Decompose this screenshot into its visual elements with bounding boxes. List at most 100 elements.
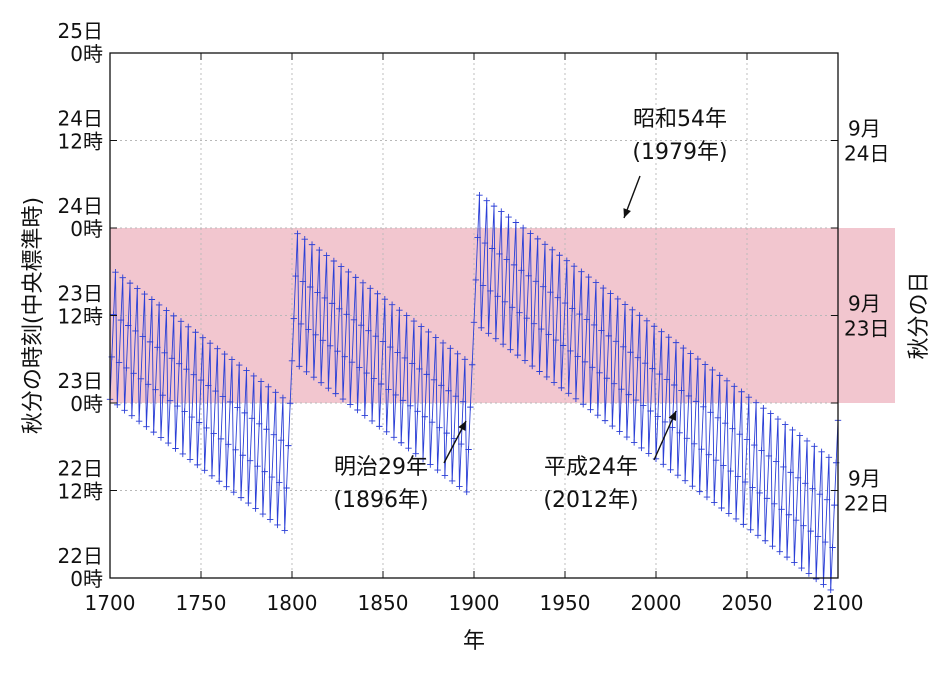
data-point-marker <box>636 312 643 319</box>
data-point-marker <box>741 478 749 486</box>
data-point-marker <box>161 349 168 357</box>
data-point-marker <box>115 359 123 366</box>
data-point-marker <box>672 339 680 346</box>
data-point-marker <box>822 538 829 546</box>
data-point-marker <box>188 413 196 421</box>
data-point-marker <box>436 424 443 431</box>
data-point-marker <box>135 417 143 425</box>
data-point-marker <box>152 386 159 393</box>
data-point-marker <box>330 257 338 265</box>
data-point-marker <box>532 278 540 285</box>
data-point-marker <box>641 359 649 367</box>
data-point-marker <box>509 304 516 311</box>
data-point-marker <box>800 522 807 529</box>
data-point-marker <box>394 349 401 356</box>
data-point-marker <box>458 440 465 448</box>
data-point-marker <box>130 370 137 377</box>
data-point-marker <box>165 439 172 447</box>
data-point-marker <box>305 326 312 333</box>
data-point-marker <box>125 322 132 329</box>
data-point-marker <box>736 430 743 438</box>
data-point-marker <box>387 343 394 351</box>
data-point-marker <box>225 441 232 448</box>
y2-tick-label-month: 9月 <box>848 117 881 141</box>
x-tick-label: 1700 <box>85 591 136 615</box>
data-point-marker <box>794 474 802 482</box>
annotation-label-m1896: 明治29年 <box>334 455 428 480</box>
data-point-marker <box>783 553 791 561</box>
tick-layer <box>109 52 839 579</box>
y-tick-label-time: 12時 <box>58 305 103 329</box>
data-point-marker <box>570 262 578 270</box>
data-point-marker <box>772 458 780 465</box>
x-tick-label: 1850 <box>358 591 409 615</box>
data-point-marker <box>543 373 550 381</box>
data-point-marker <box>780 463 787 471</box>
data-point-marker <box>820 581 827 588</box>
data-point-marker <box>143 423 150 430</box>
data-point-marker <box>823 496 831 503</box>
y-tick-label-day: 22日 <box>58 457 103 481</box>
data-point-marker <box>614 295 621 303</box>
data-point-marker <box>348 358 356 366</box>
data-point-marker <box>627 349 634 356</box>
data-point-marker <box>811 443 818 450</box>
data-point-marker <box>574 353 581 360</box>
data-point-marker <box>569 305 576 312</box>
data-point-marker <box>667 466 674 473</box>
data-point-marker <box>163 307 170 314</box>
data-point-marker <box>743 436 751 443</box>
data-point-marker <box>236 361 243 369</box>
data-point-marker <box>443 429 450 437</box>
data-point-marker <box>325 384 332 392</box>
data-point-marker <box>782 421 789 428</box>
data-point-marker <box>527 230 534 237</box>
annotation-arrowhead-m1896 <box>458 421 466 431</box>
data-point-marker <box>383 428 390 436</box>
data-point-marker <box>341 353 348 360</box>
data-point-marker <box>678 387 685 394</box>
y-tick-label-day: 24日 <box>58 194 103 218</box>
data-point-marker <box>734 473 742 480</box>
data-point-marker <box>212 387 219 395</box>
data-point-marker <box>243 367 250 374</box>
data-point-marker <box>201 467 208 474</box>
data-point-marker <box>485 330 492 337</box>
data-point-marker <box>308 241 316 248</box>
data-point-marker <box>405 445 412 452</box>
data-point-marker <box>701 361 709 368</box>
data-point-marker <box>132 327 139 335</box>
data-point-marker <box>807 527 814 535</box>
annotation-label-h2012: (2012年) <box>543 488 638 513</box>
annotation-label-h2012: 平成24年 <box>544 455 638 480</box>
data-point-marker <box>228 356 236 363</box>
data-point-marker <box>802 480 809 487</box>
data-point-marker <box>303 368 310 375</box>
data-point-marker <box>419 455 427 463</box>
data-point-marker <box>179 450 186 458</box>
data-point-marker <box>581 358 589 366</box>
data-point-marker <box>774 415 782 423</box>
data-point-marker <box>438 382 445 389</box>
data-point-marker <box>357 322 365 329</box>
data-point-marker <box>556 252 563 259</box>
data-point-marker <box>268 473 276 481</box>
data-point-marker <box>649 365 656 372</box>
data-point-marker <box>803 437 811 445</box>
data-point-marker <box>654 413 662 420</box>
data-point-marker <box>448 477 456 485</box>
data-point-marker <box>177 318 185 325</box>
data-point-marker <box>390 434 398 441</box>
data-point-marker <box>206 339 214 347</box>
data-point-marker <box>489 245 496 252</box>
data-point-marker <box>190 371 197 378</box>
data-point-marker <box>621 301 629 308</box>
data-point-marker <box>681 477 689 484</box>
data-point-marker <box>747 526 754 534</box>
data-point-marker <box>294 230 301 237</box>
data-point-marker <box>232 446 239 453</box>
data-point-marker <box>467 403 474 411</box>
data-point-marker <box>680 344 687 352</box>
data-point-marker <box>447 345 454 352</box>
data-point-marker <box>421 413 429 420</box>
